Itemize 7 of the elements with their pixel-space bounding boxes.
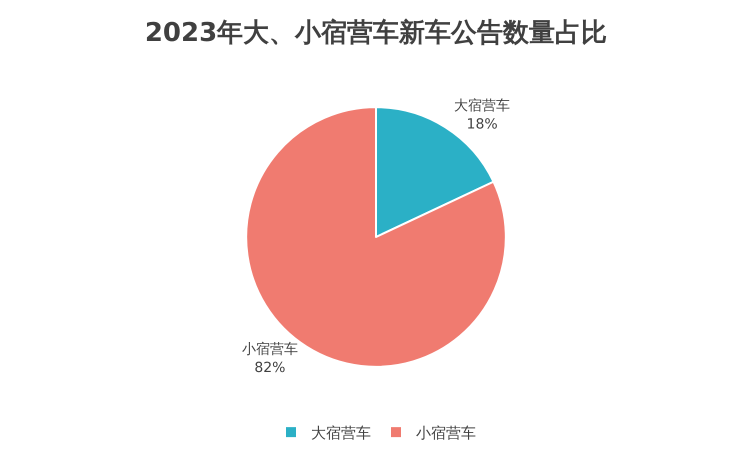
data-label: 82%: [254, 360, 286, 376]
legend-label: 大宿营车: [311, 424, 371, 442]
chart-title: 2023年大、小宿营车新车公告数量占比: [144, 18, 608, 48]
legend-label: 小宿营车: [416, 424, 476, 442]
data-label: 18%: [466, 116, 498, 132]
slice-label: 小宿营车: [242, 342, 298, 358]
slice-label: 大宿营车: [454, 98, 510, 114]
